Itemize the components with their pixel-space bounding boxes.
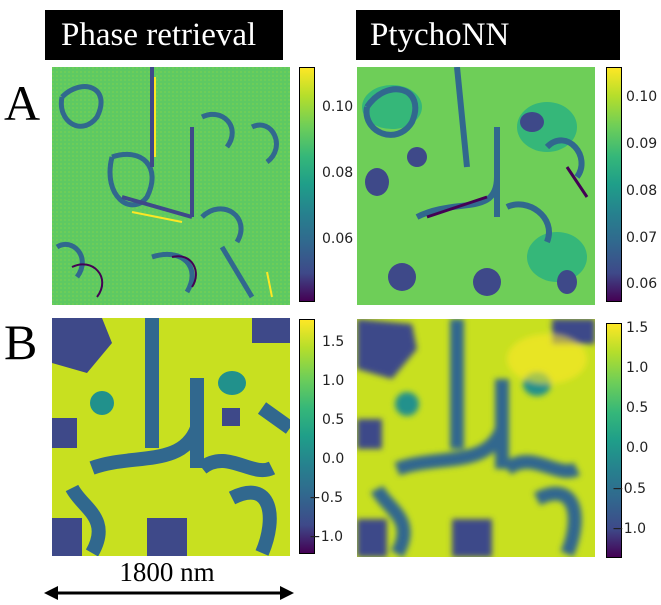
colorbar-a-left-tick: 0.10 (322, 99, 354, 115)
phase-ptychonn-image (357, 319, 595, 557)
phase-retrieval-header: Phase retrieval (45, 10, 283, 60)
colorbar-b-right-tick: 1.5 (626, 320, 649, 336)
colorbar-b-left-tick: −0.5 (309, 490, 343, 506)
colorbar-b-right (606, 323, 622, 558)
colorbar-b-right-tick: 0.0 (626, 440, 649, 456)
colorbar-b-left-tick: 1.5 (322, 334, 345, 350)
colorbar-b-left-tick: 1.0 (322, 373, 345, 389)
colorbar-b-right-tick: −1.0 (612, 521, 646, 537)
colorbar-a-left (299, 67, 315, 302)
colorbar-a-right-tick: 0.10 (626, 89, 658, 105)
colorbar-b-right-tick: 0.5 (626, 400, 649, 416)
row-label-a: A (4, 75, 41, 131)
colorbar-a-right (606, 67, 622, 302)
scale-bar-arrow (44, 586, 294, 600)
colorbar-a-right-tick: 0.09 (626, 136, 658, 152)
colorbar-b-left-tick: −1.0 (309, 529, 343, 545)
amplitude-phase-retrieval-image (52, 67, 290, 305)
ptychonn-header: PtychoNN (356, 10, 620, 60)
row-label-b: B (4, 314, 38, 370)
amplitude-ptychonn-image (357, 67, 595, 305)
scale-bar-label: 1800 nm (119, 557, 215, 587)
colorbar-a-right-tick: 0.08 (626, 183, 658, 199)
colorbar-a-left-tick: 0.06 (322, 231, 354, 247)
colorbar-b-left (299, 319, 315, 554)
colorbar-a-right-tick: 0.07 (626, 230, 658, 246)
colorbar-b-left-tick: 0.0 (322, 451, 345, 467)
colorbar-a-left-tick: 0.08 (322, 165, 354, 181)
colorbar-b-left-tick: 0.5 (322, 412, 345, 428)
colorbar-b-right-tick: −0.5 (612, 481, 646, 497)
phase-phase-retrieval-image (52, 318, 290, 556)
colorbar-a-right-tick: 0.06 (626, 276, 658, 292)
colorbar-b-right-tick: 1.0 (626, 360, 649, 376)
